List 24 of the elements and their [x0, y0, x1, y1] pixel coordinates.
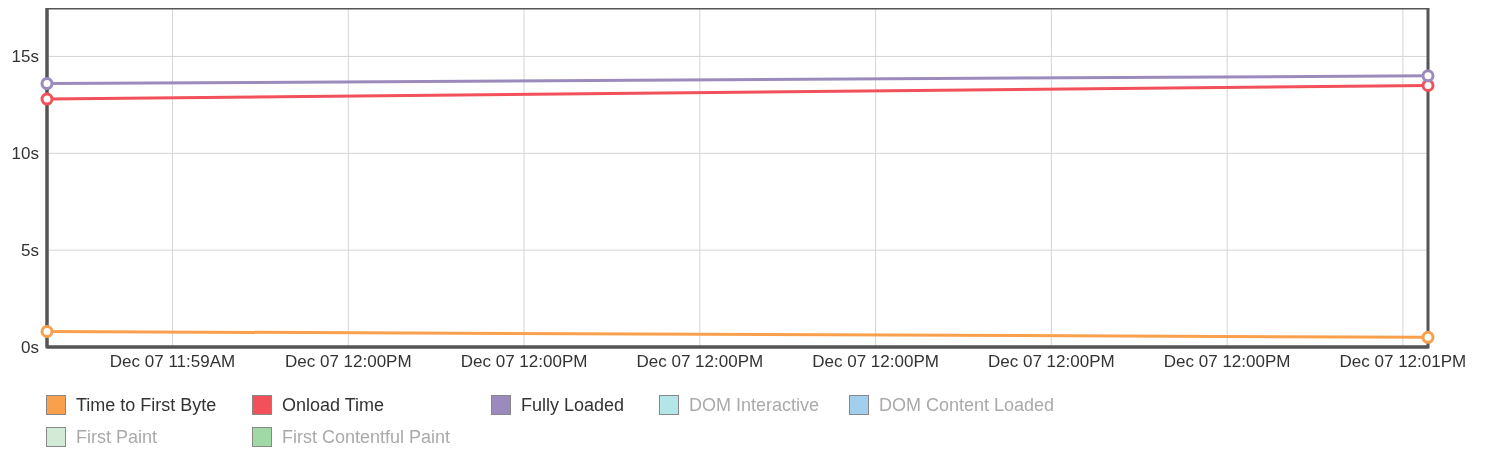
- x-tick-label: Dec 07 12:00PM: [988, 352, 1115, 372]
- point: [40, 325, 54, 338]
- y-tick-label: 5s: [21, 241, 39, 261]
- y-tick-label: 15s: [11, 47, 39, 67]
- point: [1421, 330, 1435, 344]
- y-tick-label: 10s: [11, 144, 39, 164]
- point: [40, 92, 54, 106]
- legend-label: First Contentful Paint: [281, 425, 452, 449]
- legend-label: DOM Interactive: [688, 393, 821, 417]
- x-tick-label: Dec 07 12:00PM: [636, 352, 764, 372]
- point: [1421, 69, 1435, 83]
- x-tick-label: Dec 07 12:01PM: [1339, 352, 1467, 372]
- x-tick-label: Dec 07 11:59AM: [109, 352, 236, 372]
- x-tick-label: Dec 07 12:00PM: [460, 352, 588, 372]
- x-tick-label: Dec 07 12:00PM: [1163, 352, 1291, 372]
- legend-label: DOM Content Loaded: [878, 393, 1056, 417]
- legend-label: Time to First Byte: [75, 393, 218, 417]
- legend-label: First Paint: [75, 425, 159, 449]
- y-tick-label: 0s: [21, 338, 39, 358]
- legend-label: Fully Loaded: [520, 393, 626, 417]
- x-tick-label: Dec 07 12:00PM: [284, 352, 412, 372]
- legend-label: Onload Time: [281, 393, 386, 417]
- point: [40, 77, 54, 91]
- x-tick-label: Dec 07 12:00PM: [812, 352, 939, 372]
